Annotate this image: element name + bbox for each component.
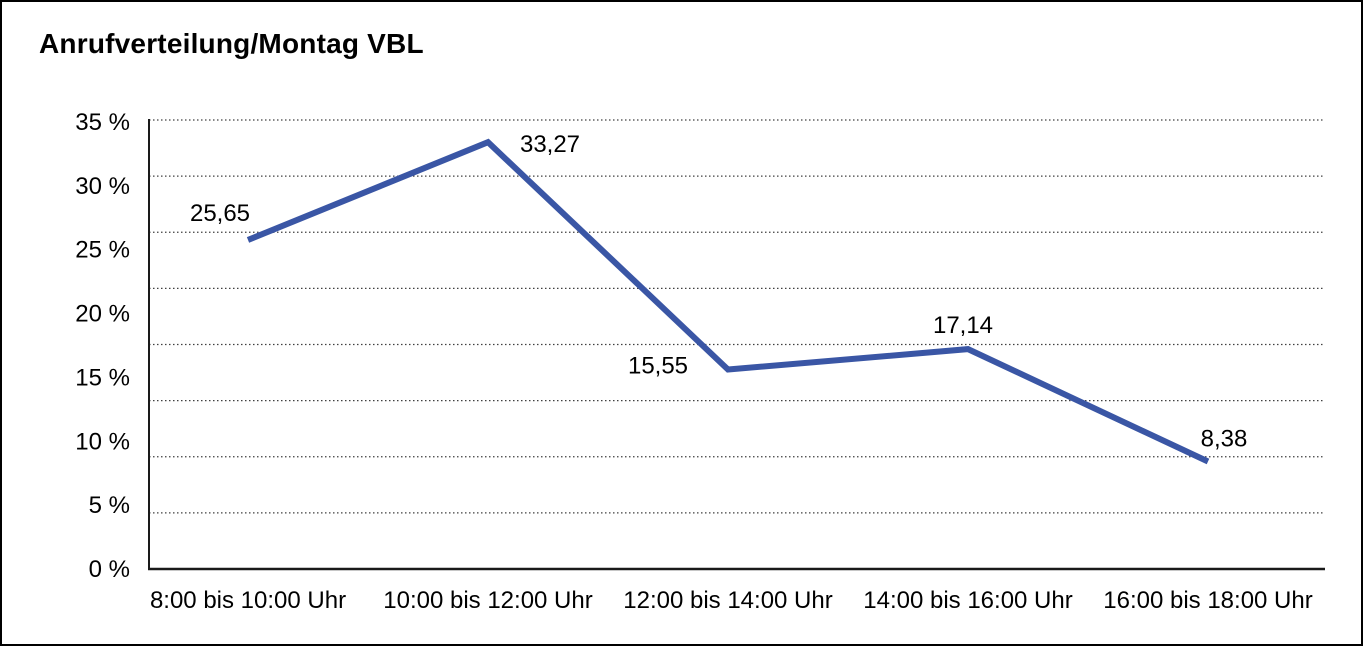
data-series-line <box>246 138 1210 465</box>
y-tick-label: 35 % <box>75 109 130 136</box>
data-point-label: 17,14 <box>933 312 993 339</box>
data-point-label: 25,65 <box>190 200 250 227</box>
y-tick-label: 20 % <box>75 301 130 328</box>
x-tick-label: 12:00 bis 14:00 Uhr <box>623 587 832 614</box>
x-tick-label: 14:00 bis 16:00 Uhr <box>863 587 1072 614</box>
x-tick-label: 16:00 bis 18:00 Uhr <box>1103 587 1312 614</box>
y-tick-label: 0 % <box>89 556 130 583</box>
y-tick-label: 5 % <box>89 492 130 519</box>
data-point-label: 8,38 <box>1201 425 1248 452</box>
y-tick-label: 15 % <box>75 364 130 391</box>
x-tick-label: 8:00 bis 10:00 Uhr <box>150 587 346 614</box>
data-point-label: 15,55 <box>628 353 688 380</box>
data-point-label: 33,27 <box>520 131 580 158</box>
chart-title: Anrufverteilung/Montag VBL <box>39 28 424 59</box>
y-tick-label: 25 % <box>75 237 130 264</box>
x-tick-label: 10:00 bis 12:00 Uhr <box>383 587 592 614</box>
y-tick-label: 10 % <box>75 428 130 455</box>
y-tick-label: 30 % <box>75 173 130 200</box>
